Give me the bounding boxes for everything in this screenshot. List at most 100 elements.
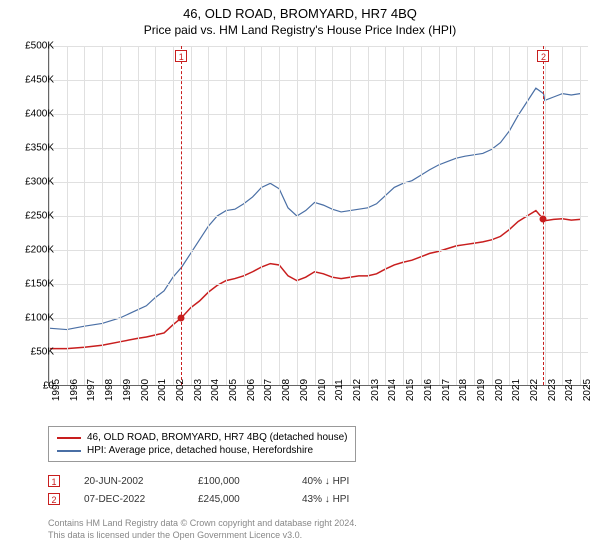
legend-label: 46, OLD ROAD, BROMYARD, HR7 4BQ (detache… — [87, 432, 347, 443]
x-axis-label: 2021 — [511, 379, 522, 401]
gridline-v — [191, 46, 192, 385]
y-axis-label: £100K — [10, 313, 54, 324]
marker-table-row: 207-DEC-2022£245,00043% ↓ HPI — [48, 490, 392, 508]
gridline-v — [474, 46, 475, 385]
y-axis-label: £250K — [10, 211, 54, 222]
y-axis-label: £500K — [10, 41, 54, 52]
marker-delta: 40% ↓ HPI — [302, 476, 392, 487]
legend-row: HPI: Average price, detached house, Here… — [57, 444, 347, 457]
x-axis-label: 2005 — [228, 379, 239, 401]
gridline-v — [155, 46, 156, 385]
x-axis-label: 2003 — [193, 379, 204, 401]
x-axis-label: 1996 — [69, 379, 80, 401]
legend: 46, OLD ROAD, BROMYARD, HR7 4BQ (detache… — [48, 426, 356, 462]
marker-table-row: 1 20-JUN-2002 £100,000 40% ↓ HPI — [48, 472, 392, 490]
x-axis-label: 2000 — [140, 379, 151, 401]
gridline-v — [332, 46, 333, 385]
x-axis-label: 2022 — [529, 379, 540, 401]
marker-table-badge: 1 — [48, 475, 60, 487]
gridline-v — [385, 46, 386, 385]
marker-dot-1 — [178, 315, 185, 322]
gridline-v — [421, 46, 422, 385]
x-axis-label: 2006 — [246, 379, 257, 401]
gridline-h — [49, 80, 588, 81]
x-axis-label: 1998 — [104, 379, 115, 401]
legend-label: HPI: Average price, detached house, Here… — [87, 445, 313, 456]
gridline-v — [350, 46, 351, 385]
chart-title: 46, OLD ROAD, BROMYARD, HR7 4BQ — [0, 0, 600, 21]
x-axis-label: 2017 — [441, 379, 452, 401]
marker-date: 20-JUN-2002 — [84, 476, 174, 487]
gridline-v — [138, 46, 139, 385]
gridline-v — [456, 46, 457, 385]
x-axis-label: 2008 — [281, 379, 292, 401]
y-axis-label: £0 — [10, 381, 54, 392]
x-axis-label: 2012 — [352, 379, 363, 401]
gridline-h — [49, 318, 588, 319]
y-axis-label: £200K — [10, 245, 54, 256]
footer-attribution: Contains HM Land Registry data © Crown c… — [48, 518, 357, 541]
marker-delta: 43% ↓ HPI — [302, 494, 392, 505]
gridline-v — [261, 46, 262, 385]
gridline-v — [67, 46, 68, 385]
marker-table: 120-JUN-2002£100,00040% ↓ HPI207-DEC-202… — [48, 472, 392, 508]
x-axis-label: 2023 — [547, 379, 558, 401]
marker-date: 07-DEC-2022 — [84, 494, 174, 505]
gridline-v — [226, 46, 227, 385]
legend-swatch — [57, 437, 81, 439]
gridline-h — [49, 46, 588, 47]
marker-box-2: 2 — [537, 50, 549, 62]
gridline-v — [509, 46, 510, 385]
y-axis-label: £350K — [10, 143, 54, 154]
gridline-h — [49, 182, 588, 183]
x-axis-label: 2015 — [405, 379, 416, 401]
x-axis-label: 2013 — [370, 379, 381, 401]
x-axis-label: 1999 — [122, 379, 133, 401]
gridline-h — [49, 216, 588, 217]
x-axis-label: 1995 — [51, 379, 62, 401]
gridline-v — [120, 46, 121, 385]
gridline-v — [208, 46, 209, 385]
marker-dot-2 — [540, 216, 547, 223]
marker-price: £245,000 — [198, 494, 278, 505]
gridline-v — [102, 46, 103, 385]
gridline-v — [492, 46, 493, 385]
x-axis-label: 2020 — [494, 379, 505, 401]
x-axis-label: 2016 — [423, 379, 434, 401]
legend-swatch — [57, 450, 81, 452]
gridline-h — [49, 352, 588, 353]
gridline-v — [244, 46, 245, 385]
x-axis-label: 2018 — [458, 379, 469, 401]
gridline-v — [84, 46, 85, 385]
y-axis-label: £300K — [10, 177, 54, 188]
gridline-h — [49, 284, 588, 285]
x-axis-label: 2009 — [299, 379, 310, 401]
gridline-v — [297, 46, 298, 385]
gridline-h — [49, 114, 588, 115]
footer-line-1: Contains HM Land Registry data © Crown c… — [48, 518, 357, 530]
y-axis-label: £150K — [10, 279, 54, 290]
x-axis-label: 2007 — [263, 379, 274, 401]
y-axis-label: £450K — [10, 75, 54, 86]
y-axis-label: £50K — [10, 347, 54, 358]
legend-row: 46, OLD ROAD, BROMYARD, HR7 4BQ (detache… — [57, 431, 347, 444]
gridline-h — [49, 148, 588, 149]
gridline-v — [368, 46, 369, 385]
x-axis-label: 2004 — [210, 379, 221, 401]
x-axis-label: 2025 — [582, 379, 593, 401]
gridline-v — [315, 46, 316, 385]
x-axis-label: 2011 — [334, 379, 345, 401]
chart-container: 46, OLD ROAD, BROMYARD, HR7 4BQ Price pa… — [0, 0, 600, 560]
gridline-v — [580, 46, 581, 385]
gridline-h — [49, 250, 588, 251]
x-axis-label: 2024 — [564, 379, 575, 401]
gridline-v — [279, 46, 280, 385]
marker-price: £100,000 — [198, 476, 278, 487]
gridline-v — [173, 46, 174, 385]
footer-line-2: This data is licensed under the Open Gov… — [48, 530, 357, 542]
x-axis-label: 2002 — [175, 379, 186, 401]
gridline-v — [527, 46, 528, 385]
x-axis-label: 1997 — [86, 379, 97, 401]
x-axis-label: 2010 — [317, 379, 328, 401]
marker-box-1: 1 — [175, 50, 187, 62]
